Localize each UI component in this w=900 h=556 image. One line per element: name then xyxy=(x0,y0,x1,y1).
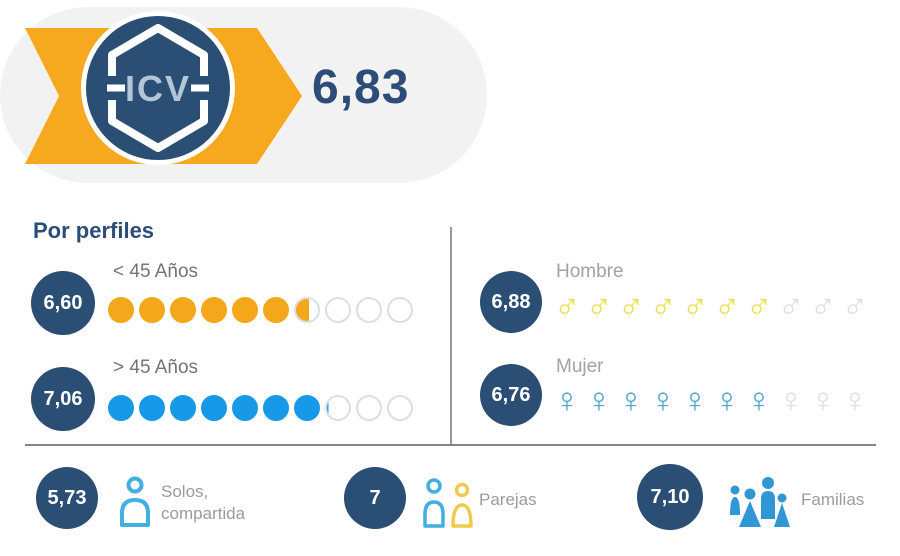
rating-dot xyxy=(294,395,320,421)
female-symbol-icon: ♀ xyxy=(617,381,645,420)
rating-dot xyxy=(232,297,258,323)
rating-dot xyxy=(263,395,289,421)
section-title: Por perfiles xyxy=(33,218,155,243)
under45-rating-dots xyxy=(108,297,413,323)
familias-value-badge: 7,10 xyxy=(637,464,703,530)
rating-dot xyxy=(294,297,320,323)
rating-dot xyxy=(387,395,413,421)
solos-value-badge: 5,73 xyxy=(36,467,98,529)
male-symbol-icon: ♂ xyxy=(841,286,869,325)
single-person-icon xyxy=(120,476,150,527)
male-symbol-icon: ♂ xyxy=(617,286,645,325)
rating-dot xyxy=(356,395,382,421)
horizontal-divider xyxy=(25,444,876,446)
hombre-value-badge: 6,88 xyxy=(480,271,542,333)
over45-label: > 45 Años xyxy=(113,357,199,378)
female-symbol-icon: ♀ xyxy=(743,378,775,424)
female-symbol-icon: ♀ xyxy=(585,381,613,420)
rating-dot xyxy=(325,297,351,323)
hombre-rating-symbols: ♂ ♂ ♂ ♂ ♂ ♂ ♂ ♂ ♂ ♂ xyxy=(551,283,871,329)
rating-dot xyxy=(232,395,258,421)
couple-icon xyxy=(423,478,473,528)
mujer-rating-symbols: ♀ ♀ ♀ ♀ ♀ ♀ ♀ ♀ ♀ ♀ xyxy=(551,378,871,424)
rating-dot xyxy=(325,395,351,421)
female-symbol-icon: ♀ xyxy=(681,381,709,420)
icv-badge-label: ICV xyxy=(125,68,191,109)
rating-dot xyxy=(139,297,165,323)
rating-dot xyxy=(170,297,196,323)
male-symbol-icon: ♂ xyxy=(681,286,709,325)
solos-label: Solos, compartida xyxy=(161,482,246,523)
rating-dot xyxy=(356,297,382,323)
rating-dot xyxy=(108,297,134,323)
female-symbol-icon: ♀ xyxy=(841,381,869,420)
rating-dot xyxy=(263,297,289,323)
under45-value-badge: 6,60 xyxy=(31,271,95,335)
under45-label: < 45 Años xyxy=(113,261,199,282)
hombre-label: Hombre xyxy=(556,261,624,282)
rating-dot xyxy=(108,395,134,421)
male-symbol-icon: ♂ xyxy=(649,286,677,325)
male-symbol-icon: ♂ xyxy=(777,286,805,325)
mujer-value-badge: 6,76 xyxy=(480,364,542,426)
rating-dot xyxy=(139,395,165,421)
over45-rating-dots xyxy=(108,395,413,421)
female-symbol-icon: ♀ xyxy=(713,381,741,420)
rating-dot xyxy=(201,297,227,323)
female-symbol-icon: ♀ xyxy=(777,381,805,420)
female-symbol-icon: ♀ xyxy=(553,381,581,420)
female-symbol-icon: ♀ xyxy=(649,381,677,420)
over45-value-badge: 7,06 xyxy=(31,367,95,431)
mujer-label: Mujer xyxy=(556,356,604,377)
rating-dot xyxy=(201,395,227,421)
hexagon-icon: ICV xyxy=(106,24,210,152)
familias-label: Familias xyxy=(801,490,865,509)
male-symbol-icon: ♂ xyxy=(809,286,837,325)
rating-dot xyxy=(170,395,196,421)
icv-badge: ICV xyxy=(81,11,235,165)
male-symbol-icon: ♂ xyxy=(743,283,775,329)
parejas-label: Parejas xyxy=(479,490,537,509)
male-symbol-icon: ♂ xyxy=(553,286,581,325)
male-symbol-icon: ♂ xyxy=(713,286,741,325)
icv-total-value: 6,83 xyxy=(312,61,410,114)
vertical-divider xyxy=(450,227,452,445)
parejas-value-badge: 7 xyxy=(344,467,406,529)
rating-dot xyxy=(387,297,413,323)
family-icon xyxy=(730,477,790,527)
female-symbol-icon: ♀ xyxy=(809,381,837,420)
male-symbol-icon: ♂ xyxy=(585,286,613,325)
